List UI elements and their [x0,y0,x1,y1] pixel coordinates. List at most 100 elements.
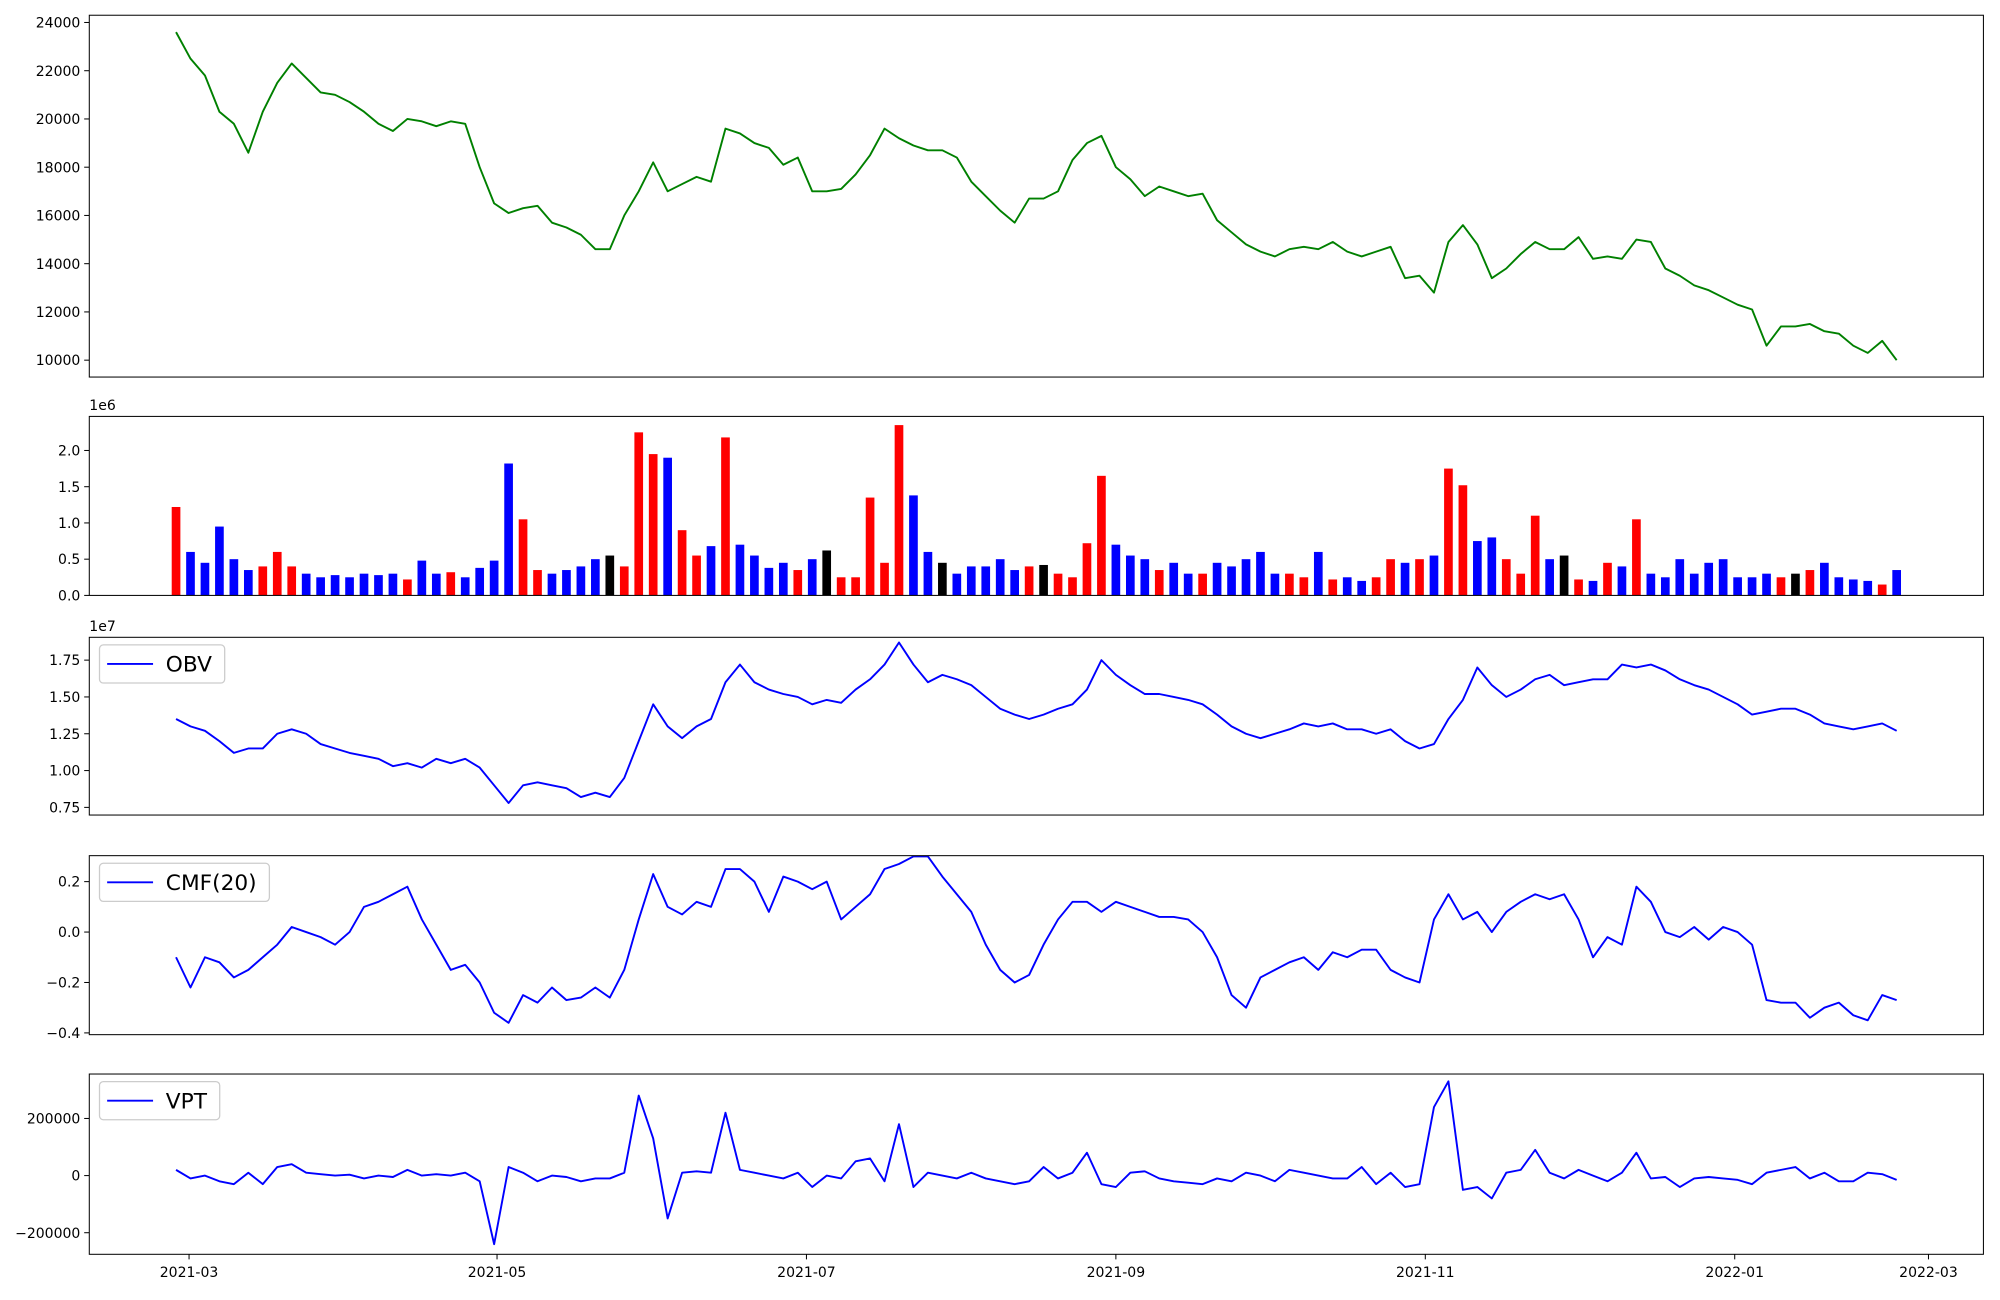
bar [952,573,962,596]
bar [1704,562,1714,596]
y-tick-label: 0.5 [58,552,80,568]
x-tick-label: 2022-01 [1705,1265,1764,1281]
bar [1082,543,1092,596]
bar [1603,562,1612,596]
bar [1747,577,1757,596]
bar [1415,559,1424,596]
bar [1617,566,1627,596]
bar [1024,566,1034,596]
bar [1473,541,1482,596]
bar [1632,519,1641,596]
legend-label: VPT [166,1089,208,1114]
bar [1111,544,1121,596]
y-tick-label: 200000 [27,1112,81,1128]
bar [1516,573,1526,596]
bar [215,526,224,596]
legend-box [98,862,271,903]
bar [1125,555,1135,596]
bar [663,457,672,596]
y-tick-label: 1.0 [58,516,80,532]
bar [1733,577,1742,596]
bar [388,573,398,596]
bar [1328,579,1338,596]
bar [200,562,210,596]
y-tick-label: 1.5 [58,480,80,496]
bar [1342,577,1352,596]
bar [301,573,311,596]
bar [692,555,701,596]
bar [1154,570,1164,596]
bar [504,463,513,596]
bar [923,551,933,596]
bar [1458,485,1468,596]
bar [1892,570,1902,596]
bar [605,555,615,596]
axes-frame [88,1073,1984,1255]
panel: 0.75 1.00 1.25 1.50 1.75 1e7 OBV [49,619,1984,816]
y-tick-label: 22000 [36,64,81,80]
bar [1227,566,1236,596]
bar [1068,577,1077,596]
bar [374,575,383,596]
bar [648,454,658,596]
bar [677,530,687,596]
legend-label: CMF(20) [166,871,257,896]
bar [1097,475,1106,596]
bar [778,562,788,596]
y-tick-label: 2.0 [58,444,80,460]
bar [171,506,181,596]
axes-frame [88,415,1984,596]
y-tick-label: 16000 [36,209,81,225]
axes-frame [88,855,1984,1036]
bar [460,577,470,596]
bar [764,567,774,596]
bar [1530,515,1540,596]
bar [1863,580,1873,596]
bar [316,577,325,596]
line [175,1080,1898,1246]
bar [1762,573,1771,596]
bar [1545,559,1554,596]
bar [1299,577,1309,596]
bar [1169,562,1179,596]
bar [1487,537,1497,596]
bar [287,566,297,596]
bar [851,577,860,596]
bar [807,559,817,596]
bar [547,573,557,596]
bar [750,555,759,596]
bar [1877,584,1887,596]
x-tick-label: 2021-07 [777,1265,836,1281]
y-tick-label: 12000 [36,305,81,321]
y-tick-label: 1.50 [49,690,80,706]
bar [865,497,875,596]
y-tick-label: 0 [71,1169,80,1185]
offset-label: 1e7 [89,619,115,635]
bar [576,566,586,596]
y-tick-label: −200000 [15,1226,80,1242]
y-tick-label: −0.2 [46,976,80,992]
bar [1689,573,1699,596]
bar [518,519,528,596]
axes-frame [88,14,1984,378]
bar [359,573,369,596]
bar [533,570,542,596]
bar [1313,551,1323,596]
bar [880,562,889,596]
bar [1501,559,1511,596]
y-tick-label: 18000 [36,160,81,176]
bar [981,566,991,596]
bar [1660,577,1670,596]
bar [330,575,340,596]
bar [1371,577,1381,596]
panel: −200000 0 200000 2021-03 2021-05 2021-07 2021-… [15,1073,1984,1281]
bar [1588,580,1598,596]
x-tick-label: 2022-03 [1899,1265,1958,1281]
bar [417,560,427,596]
bar [909,495,918,596]
legend-label: OBV [166,653,212,678]
bar [1805,570,1815,596]
panel: 0.0 0.5 1.0 1.5 2.0 1e6 [58,398,1984,604]
